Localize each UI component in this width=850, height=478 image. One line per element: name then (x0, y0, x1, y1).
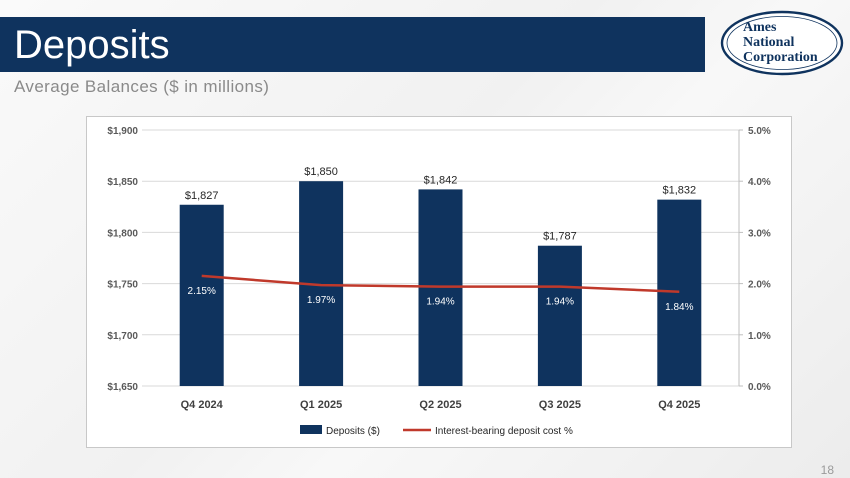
line-value-label: 1.94% (426, 297, 454, 308)
x-tick-label: Q1 2025 (300, 399, 342, 411)
svg-text:National: National (743, 35, 794, 50)
line-value-label: 1.94% (546, 297, 574, 308)
y-left-tick-label: $1,800 (107, 228, 138, 239)
y-left-tick-label: $1,900 (107, 126, 138, 137)
bar (657, 199, 702, 386)
bar (179, 204, 224, 386)
bar (537, 245, 582, 386)
chart-canvas: $1,900 $1,850 $1,800 $1,750 $1,700 $1,650 5.0%… (107, 126, 771, 437)
title-bar (0, 17, 705, 72)
svg-text:Ames: Ames (743, 20, 777, 35)
x-tick-label: Q3 2025 (539, 399, 581, 411)
deposits-chart: $1,900 $1,850 $1,800 $1,750 $1,700 $1,650 5.0%… (86, 116, 792, 448)
x-tick-label: Q4 2024 (181, 399, 224, 411)
cost-line (201, 274, 680, 294)
x-tick-label: Q2 2025 (419, 399, 461, 411)
bar-value-label: $1,850 (304, 166, 338, 178)
page-number: 18 (820, 463, 834, 477)
bar-value-label: $1,832 (662, 185, 696, 197)
line-value-label: 1.84% (665, 302, 693, 313)
slide-title: Deposits (14, 23, 170, 67)
legend-label-deposits: Deposits ($) (326, 426, 380, 437)
company-logo: Ames National Corporation (716, 6, 846, 78)
y-right-tick-label: 4.0% (748, 177, 771, 188)
bar-value-label: $1,842 (424, 174, 458, 186)
svg-text:Corporation: Corporation (743, 50, 818, 65)
line-value-label: 2.15% (188, 286, 216, 297)
legend-label-cost: Interest-bearing deposit cost % (435, 426, 573, 437)
y-right-tick-label: 2.0% (748, 280, 771, 291)
y-right-tick-label: 3.0% (748, 228, 771, 239)
line-value-label: 1.97% (307, 295, 335, 306)
y-left-tick-label: $1,750 (107, 280, 138, 291)
y-left-tick-label: $1,700 (107, 331, 138, 342)
y-left-tick-label: $1,650 (107, 382, 138, 393)
y-right-tick-label: 5.0% (748, 126, 771, 137)
y-right-tick-label: 1.0% (748, 331, 771, 342)
y-left-tick-label: $1,850 (107, 177, 138, 188)
x-tick-label: Q4 2025 (658, 399, 700, 411)
slide-subtitle: Average Balances ($ in millions) (14, 77, 270, 96)
y-right-tick-label: 0.0% (748, 382, 771, 393)
bar-value-label: $1,827 (185, 190, 219, 202)
bar-value-label: $1,787 (543, 231, 577, 243)
legend-swatch-deposits (300, 425, 322, 434)
